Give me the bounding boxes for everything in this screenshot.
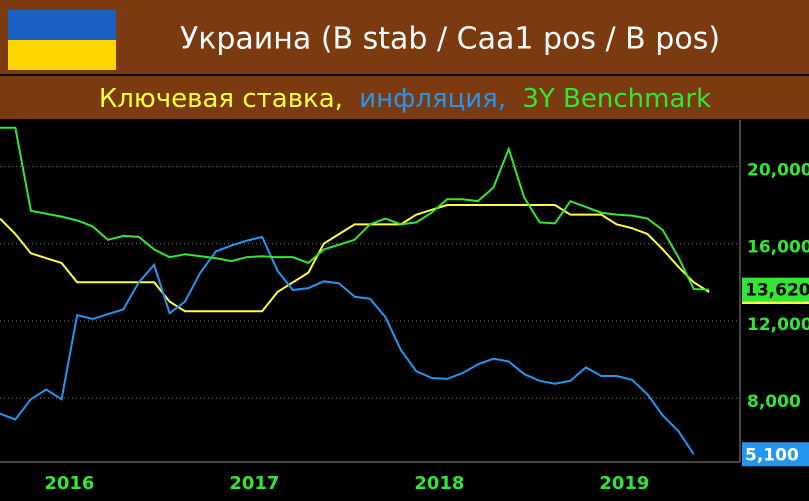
value-label: 5,100 bbox=[745, 445, 799, 465]
legend-entry: Ключевая ставка, bbox=[99, 84, 343, 114]
x-tick-label: 2018 bbox=[414, 473, 464, 494]
y-tick-label: 12,000 bbox=[747, 315, 809, 335]
subtitle-band bbox=[0, 76, 809, 119]
y-tick-label: 20,000 bbox=[747, 160, 809, 180]
value-label-box bbox=[742, 442, 809, 467]
x-tick-label: 2017 bbox=[229, 473, 279, 494]
flag-yellow bbox=[8, 40, 116, 70]
y-tick-label: 16,000 bbox=[747, 238, 809, 258]
series-line bbox=[0, 204, 710, 313]
legend-entry: инфляция, bbox=[359, 84, 506, 114]
value-label-box bbox=[742, 277, 809, 302]
series-line bbox=[0, 126, 710, 291]
legend-entry: 3Y Benchmark bbox=[522, 84, 711, 114]
chart-title: Украина (B stab / Caa1 pos / B pos) bbox=[180, 22, 720, 57]
series-line bbox=[0, 235, 695, 455]
value-label: 13,620 bbox=[745, 281, 809, 301]
legend: Ключевая ставка, инфляция, 3Y Benchmark bbox=[99, 84, 711, 114]
x-tick-label: 2019 bbox=[599, 473, 649, 494]
header-band bbox=[0, 0, 809, 74]
flag-blue bbox=[8, 10, 116, 40]
y-tick-label: 8,000 bbox=[747, 392, 801, 412]
x-tick-label: 2016 bbox=[44, 473, 94, 494]
